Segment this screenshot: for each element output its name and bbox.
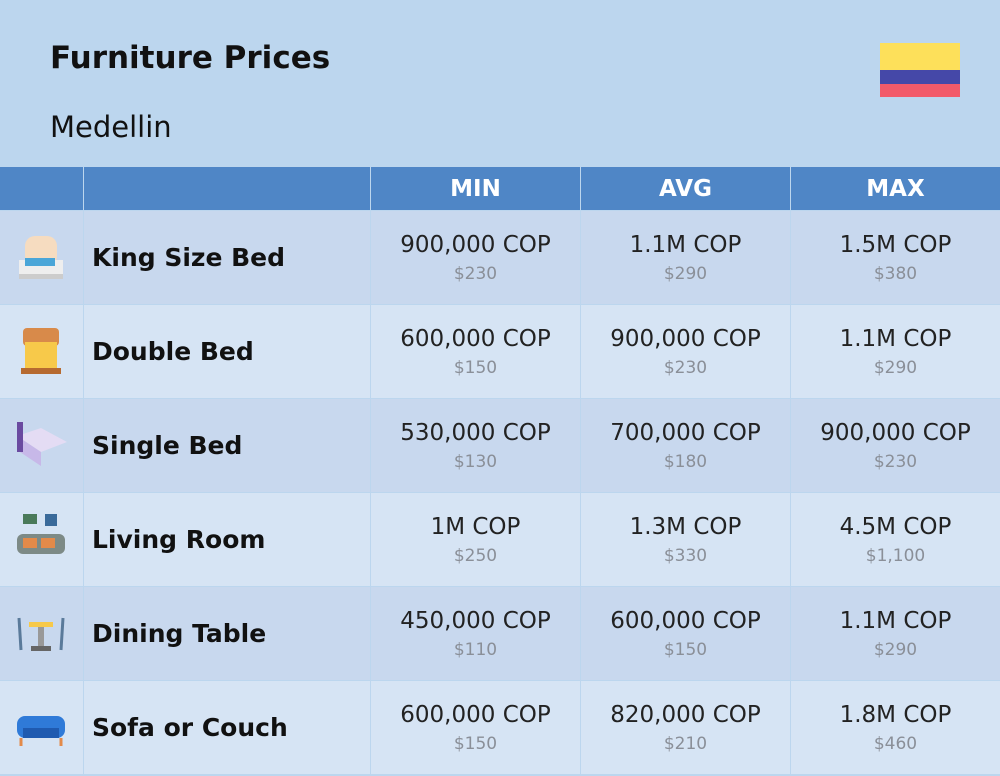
usd-price: $150 [663, 639, 708, 660]
usd-price: $130 [453, 451, 498, 472]
price-cell: 820,000 COP $210 [581, 681, 790, 774]
local-price: 1.1M COP [839, 607, 952, 634]
usd-price: $150 [453, 357, 498, 378]
column-header [84, 167, 370, 210]
local-price: 530,000 COP [400, 419, 551, 446]
price-cell: 530,000 COP $130 [371, 399, 580, 492]
local-price: 600,000 COP [400, 701, 551, 728]
price-cell: 900,000 COP $230 [581, 305, 790, 398]
usd-price: $180 [663, 451, 708, 472]
icon [17, 617, 65, 651]
price-cell: 1M COP $250 [371, 493, 580, 586]
local-price: 1.5M COP [839, 231, 952, 258]
row-icon [0, 681, 83, 774]
local-price: 600,000 COP [610, 607, 761, 634]
column-header: MAX [791, 167, 1000, 210]
local-price: 820,000 COP [610, 701, 761, 728]
price-cell: 700,000 COP $180 [581, 399, 790, 492]
flag [880, 43, 960, 97]
column-header: MIN [371, 167, 580, 210]
row-icon [0, 493, 83, 586]
usd-price: $1,100 [865, 545, 926, 566]
local-price: 1.1M COP [839, 325, 952, 352]
local-price: 1.1M COP [629, 231, 742, 258]
price-cell: 600,000 COP $150 [371, 305, 580, 398]
local-price: 1.8M COP [839, 701, 952, 728]
usd-price: $330 [663, 545, 708, 566]
price-cell: 600,000 COP $150 [581, 587, 790, 680]
price-cell: 900,000 COP $230 [791, 399, 1000, 492]
local-price: 900,000 COP [400, 231, 551, 258]
icon [19, 236, 63, 279]
price-cell: 1.1M COP $290 [791, 587, 1000, 680]
usd-price: $250 [453, 545, 498, 566]
row-name: Double Bed [84, 305, 370, 398]
usd-price: $380 [873, 263, 918, 284]
row-icon [0, 399, 83, 492]
usd-price: $290 [873, 639, 918, 660]
row-name: Single Bed [84, 399, 370, 492]
subtitle: Medellin [50, 110, 172, 144]
usd-price: $230 [873, 451, 918, 472]
local-price: 700,000 COP [610, 419, 761, 446]
column-header: AVG [581, 167, 790, 210]
price-cell: 4.5M COP $1,100 [791, 493, 1000, 586]
price-cell: 1.3M COP $330 [581, 493, 790, 586]
usd-price: $230 [453, 263, 498, 284]
price-cell: 600,000 COP $150 [371, 681, 580, 774]
local-price: 600,000 COP [400, 325, 551, 352]
price-cell: 450,000 COP $110 [371, 587, 580, 680]
local-price: 1.3M COP [629, 513, 742, 540]
icon [21, 328, 61, 374]
icon [17, 514, 65, 554]
title: Furniture Prices [50, 40, 331, 76]
local-price: 450,000 COP [400, 607, 551, 634]
row-name: Dining Table [84, 587, 370, 680]
row-icon [0, 305, 83, 398]
local-price: 1M COP [430, 513, 521, 540]
row-name: King Size Bed [84, 211, 370, 304]
usd-price: $210 [663, 733, 708, 754]
row-icon [0, 587, 83, 680]
row-name: Living Room [84, 493, 370, 586]
usd-price: $110 [453, 639, 498, 660]
row-icon [0, 211, 83, 304]
price-cell: 1.8M COP $460 [791, 681, 1000, 774]
local-price: 900,000 COP [820, 419, 971, 446]
icon [17, 422, 67, 466]
price-cell: 900,000 COP $230 [371, 211, 580, 304]
usd-price: $290 [873, 357, 918, 378]
usd-price: $460 [873, 733, 918, 754]
price-cell: 1.5M COP $380 [791, 211, 1000, 304]
price-cell: 1.1M COP $290 [791, 305, 1000, 398]
usd-price: $230 [663, 357, 708, 378]
usd-price: $150 [453, 733, 498, 754]
column-header [0, 167, 83, 210]
price-cell: 1.1M COP $290 [581, 211, 790, 304]
local-price: 900,000 COP [610, 325, 761, 352]
icon [17, 716, 65, 746]
local-price: 4.5M COP [839, 513, 952, 540]
row-name: Sofa or Couch [84, 681, 370, 774]
usd-price: $290 [663, 263, 708, 284]
